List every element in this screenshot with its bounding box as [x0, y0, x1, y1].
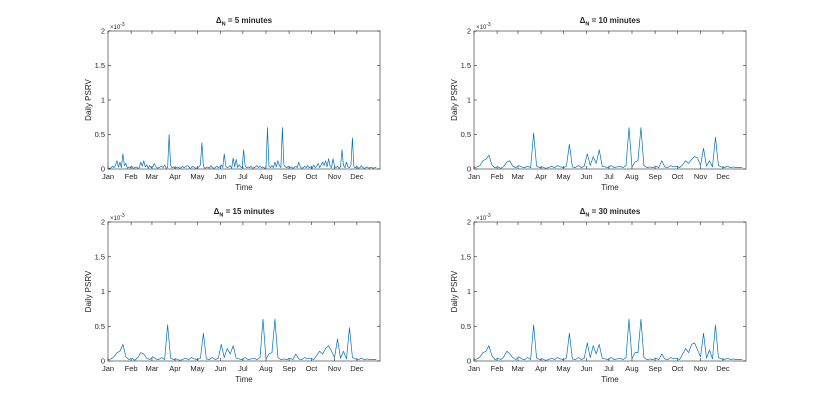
chart-title: ΔN = 10 minutes: [580, 16, 641, 28]
x-tick-label: Dec: [716, 172, 730, 181]
y-tick-label: 1.5: [95, 252, 105, 261]
series-line: [107, 318, 377, 361]
x-tick-label: Apr: [535, 172, 547, 181]
x-axis-label: Time: [235, 183, 253, 192]
y-tick-label: 0: [101, 165, 105, 174]
x-tick-label: Sep: [282, 364, 295, 373]
y-tick-label: 0: [467, 165, 471, 174]
y-tick-label: 0.5: [95, 322, 105, 331]
x-tick-label: Sep: [648, 172, 661, 181]
y-exponent-label: ×10-3: [476, 22, 491, 31]
x-tick-label: Feb: [125, 364, 138, 373]
x-tick-label: Mar: [512, 172, 525, 181]
axes-box: [107, 221, 381, 362]
axes-box: [107, 30, 381, 170]
x-tick-label: Dec: [350, 172, 364, 181]
y-tick-label: 0.5: [461, 130, 471, 139]
x-tick-label: Jun: [580, 364, 592, 373]
y-tick-label: 1.5: [461, 61, 471, 70]
x-tick-label: Aug: [625, 172, 638, 181]
x-tick-label: Feb: [125, 172, 138, 181]
x-tick-label: Dec: [350, 364, 364, 373]
y-tick-label: 1: [467, 287, 471, 296]
x-tick-label: Sep: [648, 364, 661, 373]
x-axis-label: Time: [235, 375, 253, 384]
x-tick-label: Oct: [672, 172, 685, 181]
y-axis-label: Daily PSRV: [450, 270, 459, 312]
axes-box: [473, 30, 747, 170]
x-tick-label: Jan: [468, 172, 480, 181]
x-tick-label: Apr: [169, 172, 181, 181]
chart-title: ΔN = 30 minutes: [580, 207, 641, 219]
chart-panel-1: 0 0.5 1 1.5 2 Jan Feb Mar Apr May Jun Jul Aug Sep Oct N…: [84, 16, 381, 192]
chart-panel-3: 0 0.5 1 1.5 2 Jan Feb Mar Apr May Jun Jul Aug Sep Oct N…: [84, 207, 381, 384]
series-line: [473, 127, 743, 169]
x-tick-label: Feb: [491, 172, 504, 181]
y-axis-label: Daily PSRV: [450, 79, 459, 121]
x-tick-label: Feb: [491, 364, 504, 373]
x-tick-label: Mar: [512, 364, 525, 373]
y-tick-label: 1: [101, 287, 105, 296]
x-axis-label: Time: [601, 375, 619, 384]
x-tick-label: Jan: [102, 364, 114, 373]
y-tick-label: 1: [467, 96, 471, 105]
x-tick-label: May: [556, 364, 570, 373]
y-tick-label: 2: [467, 218, 471, 227]
x-tick-label: Jan: [102, 172, 114, 181]
x-tick-label: Apr: [535, 364, 547, 373]
x-tick-label: Jun: [214, 172, 226, 181]
x-tick-label: Jul: [238, 364, 248, 373]
x-tick-label: May: [190, 172, 204, 181]
x-tick-label: Jul: [604, 172, 614, 181]
y-exponent-label: ×10-3: [110, 22, 125, 31]
x-tick-label: May: [190, 364, 204, 373]
x-tick-label: May: [556, 172, 570, 181]
x-tick-label: Jun: [214, 364, 226, 373]
x-tick-label: Jan: [468, 364, 480, 373]
chart-panel-4: 0 0.5 1 1.5 2 Jan Feb Mar Apr May Jun Jul Aug Sep Oct N…: [450, 207, 747, 384]
y-tick-label: 2: [467, 27, 471, 36]
chart-title: ΔN = 5 minutes: [216, 16, 273, 28]
y-axis-label: Daily PSRV: [84, 79, 93, 121]
y-tick-label: 1: [101, 96, 105, 105]
chart-panel-2: 0 0.5 1 1.5 2 Jan Feb Mar Apr May Jun Jul Aug Sep Oct N…: [450, 16, 747, 192]
x-tick-label: Apr: [169, 364, 181, 373]
y-tick-label: 0: [467, 357, 471, 366]
x-tick-label: Sep: [282, 172, 295, 181]
y-axis-label: Daily PSRV: [84, 270, 93, 312]
axes-box: [473, 221, 747, 362]
y-tick-label: 1.5: [461, 252, 471, 261]
x-tick-label: Oct: [306, 172, 319, 181]
series-line: [108, 127, 377, 169]
x-tick-label: Aug: [259, 364, 272, 373]
y-tick-label: 0.5: [461, 322, 471, 331]
y-exponent-label: ×10-3: [110, 213, 125, 222]
x-axis-label: Time: [601, 183, 619, 192]
x-tick-label: Nov: [328, 172, 342, 181]
x-tick-label: Aug: [259, 172, 272, 181]
y-tick-label: 0: [101, 357, 105, 366]
x-tick-label: Nov: [694, 172, 708, 181]
y-tick-label: 1.5: [95, 61, 105, 70]
chart-title: ΔN = 15 minutes: [214, 207, 275, 219]
x-tick-label: Aug: [625, 364, 638, 373]
x-tick-label: Mar: [146, 172, 159, 181]
x-tick-label: Mar: [146, 364, 159, 373]
y-tick-label: 2: [101, 218, 105, 227]
x-tick-label: Jun: [580, 172, 592, 181]
x-tick-label: Oct: [306, 364, 319, 373]
y-exponent-label: ×10-3: [476, 213, 491, 222]
y-tick-label: 0.5: [95, 130, 105, 139]
series-line: [473, 318, 743, 361]
x-tick-label: Jul: [604, 364, 614, 373]
x-tick-label: Oct: [672, 364, 685, 373]
x-tick-label: Jul: [238, 172, 248, 181]
x-tick-label: Nov: [328, 364, 342, 373]
x-tick-label: Dec: [716, 364, 730, 373]
x-tick-label: Nov: [694, 364, 708, 373]
y-tick-label: 2: [101, 27, 105, 36]
